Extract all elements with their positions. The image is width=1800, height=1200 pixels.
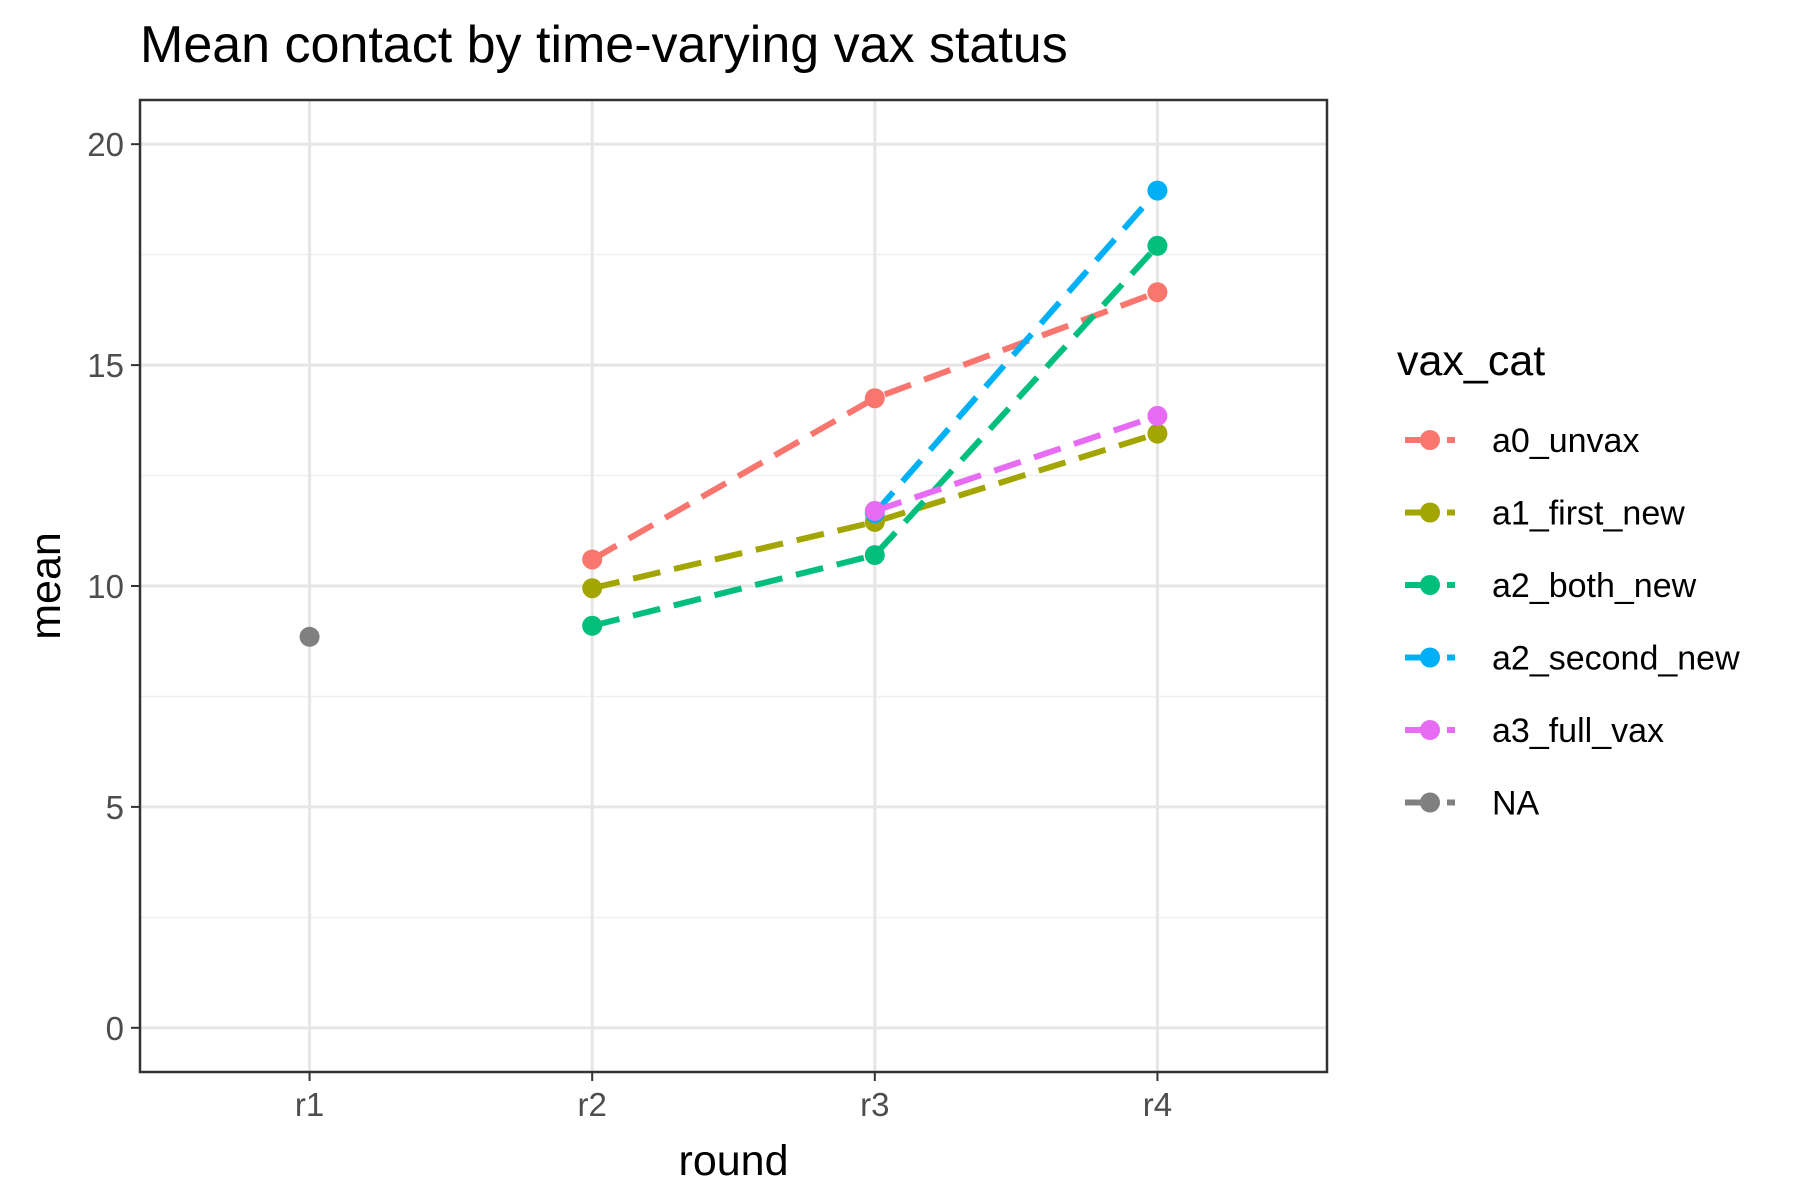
legend-key-point: [1420, 575, 1440, 595]
data-point: [1147, 180, 1168, 201]
series-line: [590, 289, 1159, 563]
legend-label: a2_both_new: [1492, 567, 1697, 605]
legend-label: a0_unvax: [1492, 422, 1639, 460]
legend-key-point: [1420, 502, 1440, 523]
y-axis: 0 5 10 15 20: [87, 126, 140, 1047]
panel-border: [138, 98, 1329, 1074]
y-tick-label: 20: [87, 126, 124, 163]
y-tick-label: 15: [87, 347, 124, 384]
legend-label: a1_first_new: [1492, 495, 1685, 533]
legend-title: vax_cat: [1397, 337, 1545, 385]
data-point: [1147, 405, 1168, 426]
series-layer: [299, 180, 1168, 647]
legend-key-point: [1420, 720, 1440, 740]
y-tick-label: 0: [106, 1010, 124, 1047]
data-point: [864, 388, 885, 409]
chart-title: Mean contact by time-varying vax status: [140, 16, 1068, 74]
x-tick-label: r4: [1143, 1086, 1172, 1123]
data-point: [864, 500, 885, 521]
x-axis: r1 r2 r3 r4: [295, 1072, 1172, 1123]
legend-label: a3_full_vax: [1492, 712, 1664, 750]
x-tick-label: r2: [578, 1086, 607, 1123]
data-point: [1147, 235, 1168, 256]
data-point: [864, 545, 885, 566]
data-point: [1147, 282, 1168, 303]
x-axis-title: round: [679, 1137, 789, 1185]
legend-key-point: [1420, 647, 1440, 668]
plot-panel: [140, 100, 1327, 1072]
legend-key-point: [1420, 792, 1440, 813]
legend-label: a2_second_new: [1492, 640, 1740, 678]
series-line: [591, 243, 1160, 629]
x-tick-label: r3: [860, 1086, 889, 1123]
x-tick-label: r1: [295, 1086, 324, 1123]
legend-key-point: [1420, 430, 1440, 450]
series-line: [873, 413, 1159, 514]
y-axis-title: mean: [22, 532, 70, 640]
y-tick-label: 10: [87, 568, 124, 605]
legend-label: NA: [1492, 785, 1540, 823]
data-point: [582, 615, 603, 636]
legend: vax_cat a0_unvax a1_first_new a2_both_newa…: [1397, 337, 1740, 823]
data-point: [299, 626, 320, 647]
y-tick-label: 5: [106, 789, 124, 826]
data-point: [582, 578, 603, 599]
data-point: [582, 549, 603, 570]
data-point: [1147, 423, 1168, 444]
series-line: [591, 430, 1159, 592]
series-line: [872, 188, 1160, 516]
